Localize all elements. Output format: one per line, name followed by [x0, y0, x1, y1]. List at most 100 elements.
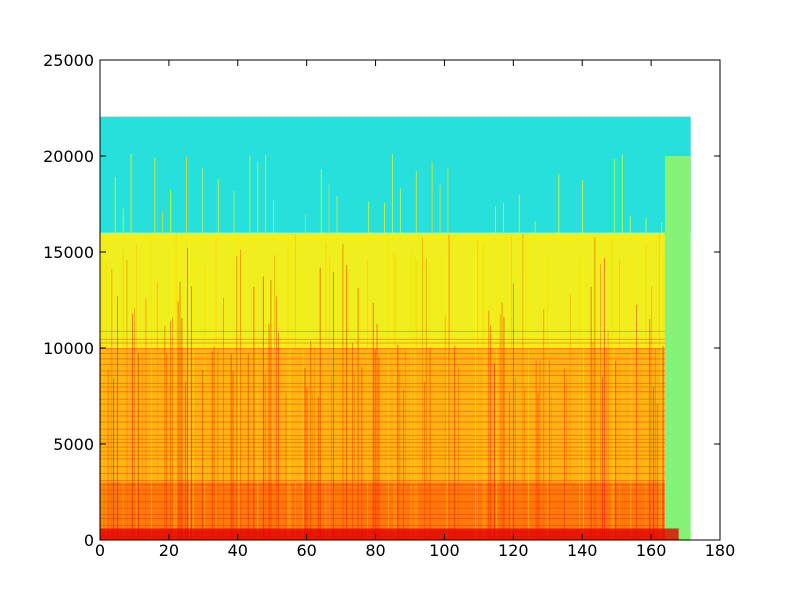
spectrogram-streak [319, 267, 321, 540]
spectrogram-band [100, 507, 665, 509]
spectrogram-streak [619, 259, 620, 540]
high-freq-spike [162, 211, 164, 233]
spectrogram-streak [503, 316, 505, 540]
spectrogram-streak [511, 237, 512, 540]
spectrogram-streak [403, 389, 404, 540]
spectrogram-streak [173, 250, 175, 540]
high-freq-spike [400, 188, 401, 233]
spectrogram-streak [331, 376, 332, 540]
spectrogram-streak [655, 348, 656, 540]
high-freq-spike [320, 169, 322, 233]
spectrogram-streak [325, 242, 327, 540]
spectrogram-streak [374, 349, 376, 540]
high-freq-spike [114, 176, 116, 233]
spectrogram-streak [145, 298, 147, 540]
spectrogram-band [100, 342, 665, 344]
y-tick-label: 5000 [53, 435, 94, 454]
spectrogram-streak [361, 366, 363, 540]
spectrogram-streak [501, 302, 503, 540]
spectrogram-streak [247, 354, 249, 540]
high-freq-spike [503, 203, 504, 233]
spectrogram-streak [270, 279, 272, 540]
spectrogram-streak [494, 363, 495, 540]
spectrogram-streak [253, 286, 255, 540]
spectrogram-streak [314, 346, 315, 540]
spectrogram-streak [367, 260, 368, 540]
spectrogram-streak [107, 369, 109, 540]
spectrogram-streak [387, 244, 389, 540]
spectrogram-band [100, 428, 665, 430]
spectrogram-streak [484, 235, 486, 540]
spectrogram-streak [304, 368, 306, 540]
spectrogram-streak [579, 263, 581, 540]
spectrogram-streak [262, 276, 264, 540]
spectrogram-streak [495, 249, 497, 540]
spectrogram-streak [410, 248, 412, 540]
high-freq-spike [130, 153, 132, 233]
spectrogram-streak [137, 353, 139, 540]
spectrogram-streak [240, 249, 242, 540]
high-freq-spike [518, 194, 520, 233]
spectrogram-streak [353, 372, 355, 540]
spectrogram-streak [475, 250, 476, 540]
spectrogram-streak [539, 360, 541, 540]
spectrogram-streak [543, 309, 545, 540]
spectrogram-band [100, 450, 665, 452]
spectrogram-band [100, 421, 665, 423]
high-freq-spike [384, 203, 385, 233]
spectrogram-heatmap [100, 116, 691, 541]
spectrogram-streak [645, 244, 647, 540]
spectrogram-streak [607, 331, 609, 540]
spectrogram-streak [636, 304, 637, 540]
spectrogram-streak [653, 387, 655, 540]
spectrogram-streak [278, 332, 279, 540]
spectrogram-streak [134, 308, 135, 540]
spectrogram-band [100, 434, 665, 436]
spectrogram-streak [310, 340, 312, 540]
spectrogram-streak [211, 351, 213, 540]
high-freq-spike [217, 179, 219, 233]
spectrogram-region [100, 232, 672, 348]
spectrogram-streak [202, 370, 204, 540]
spectrogram-streak [126, 260, 128, 540]
high-freq-spike [257, 161, 259, 233]
spectrogram-streak [171, 317, 173, 540]
spectrogram-streak [257, 266, 259, 540]
spectrogram-streak [482, 245, 484, 540]
spectrogram-streak [333, 271, 334, 540]
spectrogram-streak [276, 295, 278, 540]
high-freq-spike [392, 154, 393, 233]
spectrogram-streak [611, 240, 613, 540]
spectrogram-band [100, 338, 665, 340]
high-freq-spike [201, 168, 203, 233]
spectrogram-region [100, 348, 665, 483]
spectrogram-streak [548, 360, 550, 540]
spectrogram-band [100, 348, 665, 350]
spectrogram-band [100, 442, 665, 444]
spectrogram-streak [232, 371, 234, 540]
spectrogram-streak [177, 301, 179, 540]
spectrogram-band [100, 382, 665, 384]
spectrogram-streak [651, 286, 653, 540]
spectrogram-streak [630, 257, 632, 540]
spectrogram-streak [111, 268, 113, 540]
spectrogram-streak [569, 294, 571, 540]
spectrogram-band [100, 358, 665, 360]
spectrogram-streak [499, 314, 501, 540]
spectrogram-streak [230, 353, 232, 540]
spectrogram-streak [448, 235, 450, 540]
spectrogram-streak [605, 347, 607, 540]
spectrogram-streak [223, 297, 224, 540]
spectrogram-streak [656, 403, 658, 540]
spectrogram-streak [454, 345, 456, 540]
spectrogram-streak [458, 366, 459, 540]
spectrogram-streak [192, 260, 194, 540]
spectrogram-streak [564, 369, 565, 540]
spectrogram-streak [378, 356, 380, 540]
spectrogram-streak [615, 361, 617, 540]
spectrogram-streak [204, 262, 206, 540]
spectrogram-streak [346, 265, 348, 540]
spectrogram-band [100, 466, 665, 468]
high-freq-spike [328, 183, 330, 233]
